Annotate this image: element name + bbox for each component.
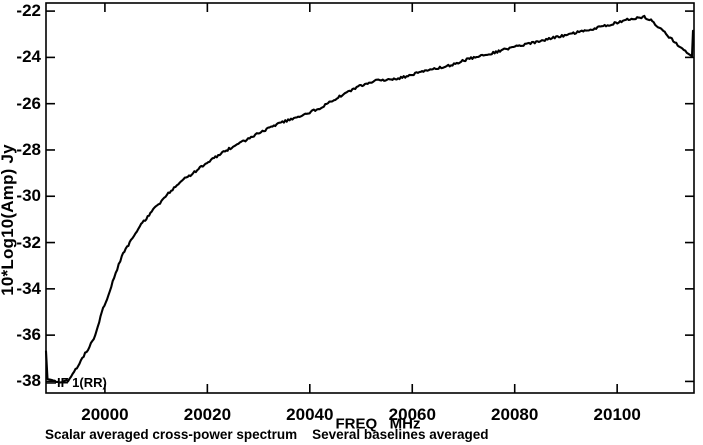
x-tick-label-20040: 20040 xyxy=(286,405,334,424)
y-tick-label--38: -38 xyxy=(16,371,41,391)
x-tick-label-20060: 20060 xyxy=(388,405,436,424)
x-tick-label-20000: 20000 xyxy=(81,405,129,424)
y-tick-label--28: -28 xyxy=(16,140,41,159)
spectrum-curve xyxy=(44,14,695,384)
y-tick-label--30: -30 xyxy=(16,186,41,206)
y-tick-label--34: -34 xyxy=(16,278,41,298)
plot-caption: Scalar averaged cross-power spectrum Sev… xyxy=(45,427,489,442)
y-tick-label--24: -24 xyxy=(16,47,41,67)
x-tick-label-20080: 20080 xyxy=(491,405,539,424)
y-tick-label--26: -26 xyxy=(16,93,41,113)
y-tick-label--32: -32 xyxy=(16,232,41,252)
x-tick-label-20100: 20100 xyxy=(593,405,641,424)
y-tick-label--22: -22 xyxy=(16,1,41,21)
y-axis-title: 10*Log10(Amp) Jy xyxy=(0,144,17,296)
if-annotation-label: IF 1(RR) xyxy=(57,375,107,390)
x-tick-label-20020: 20020 xyxy=(183,405,232,424)
y-tick-label--36: -36 xyxy=(16,325,41,345)
axes-frame xyxy=(45,2,695,394)
x-axis-title: FREQ MHz xyxy=(335,415,421,433)
